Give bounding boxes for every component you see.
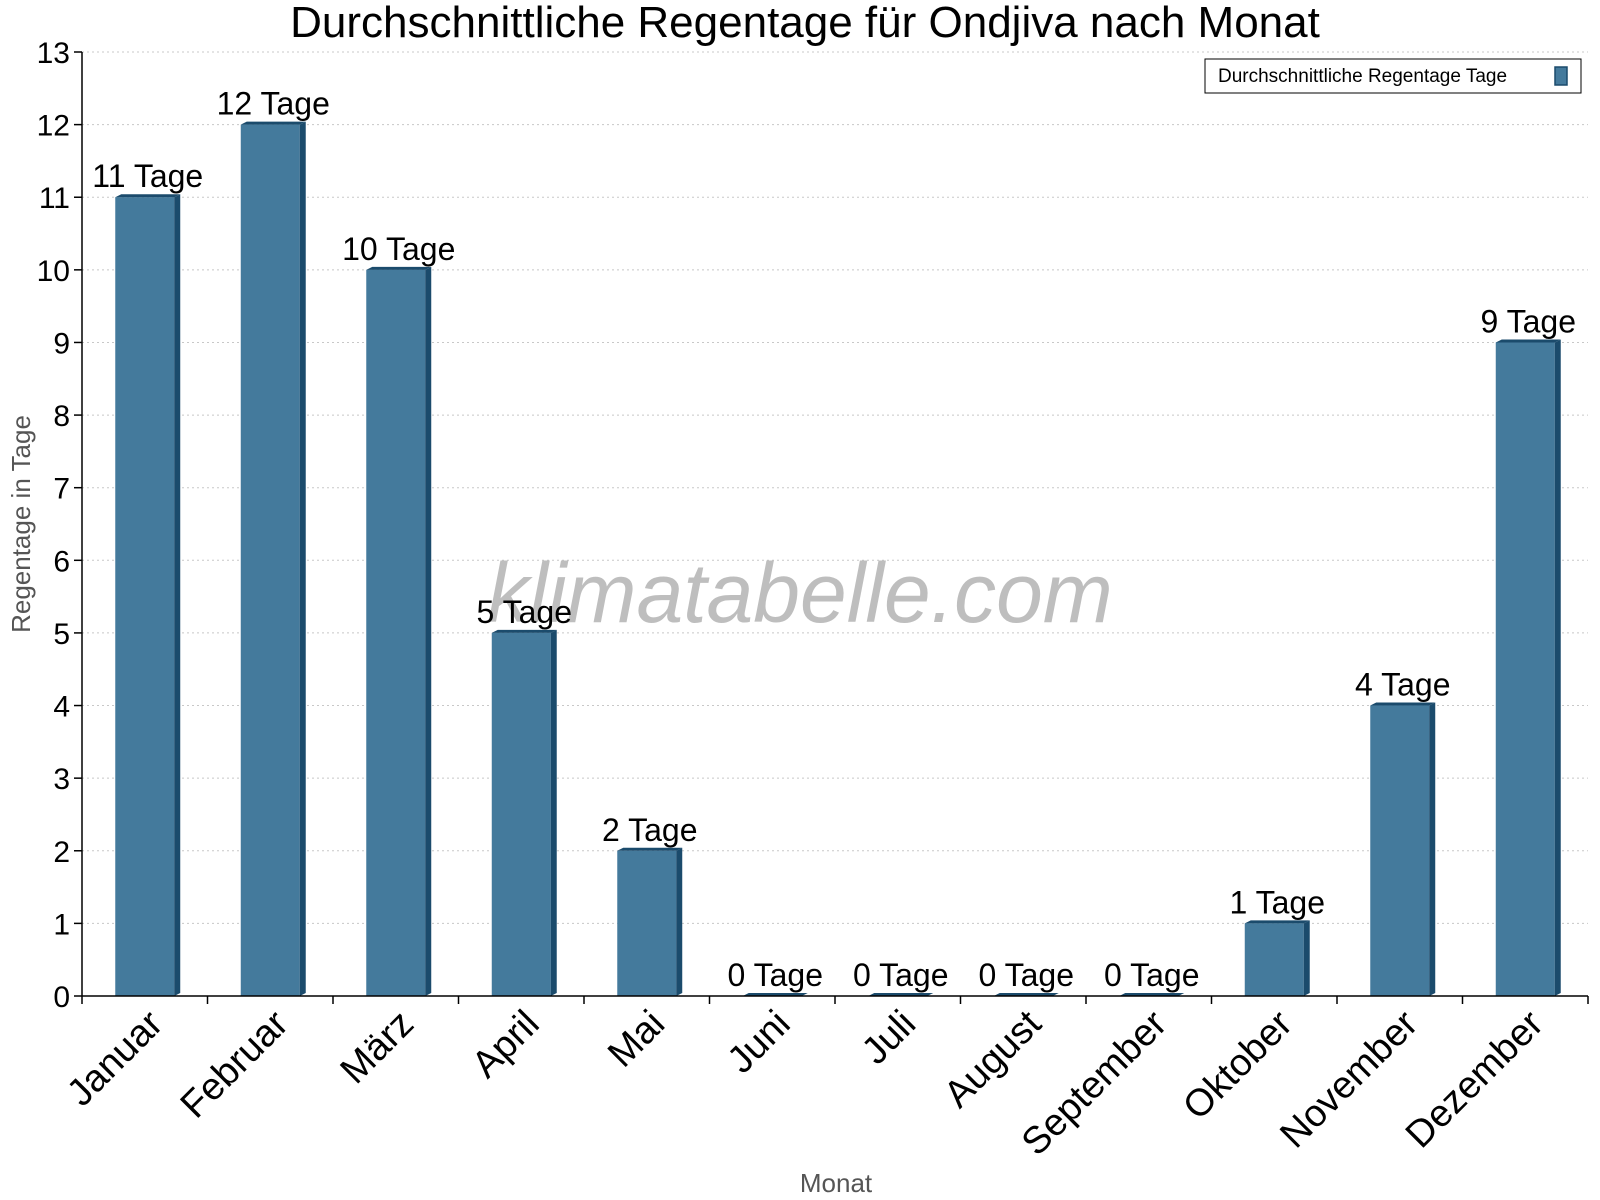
bar-front [366, 269, 426, 996]
bar [491, 629, 557, 996]
bar-front [617, 850, 677, 996]
bar [1495, 339, 1561, 996]
bar-top [240, 121, 306, 125]
bar-top [617, 847, 683, 851]
bar [115, 194, 181, 996]
data-label: 0 Tage [979, 957, 1075, 993]
bar-top [1495, 339, 1561, 343]
bar-top [491, 629, 557, 633]
grid-lines [82, 51, 1588, 924]
x-axis-label: Monat [800, 1168, 873, 1198]
y-tick-label: 11 [39, 182, 70, 215]
bar [1370, 702, 1436, 996]
chart-title: Durchschnittliche Regentage für Ondjiva … [290, 0, 1320, 47]
data-label: 0 Tage [1104, 957, 1200, 993]
y-tick-label: 9 [53, 327, 70, 360]
data-label: 0 Tage [728, 957, 824, 993]
data-label: 10 Tage [342, 231, 455, 267]
data-labels: 11 Tage 12 Tage 10 Tage 5 Tage 2 Tage 0 Tage 0… [92, 86, 1576, 993]
bar-front [491, 632, 551, 996]
y-tick-label: 5 [53, 618, 70, 651]
bars [115, 121, 1561, 997]
bar-side [1554, 339, 1561, 996]
y-tick-label: 7 [53, 473, 70, 506]
bar-side [174, 194, 181, 996]
legend: Durchschnittliche Regentage Tage [1204, 58, 1582, 94]
y-tick-label: 13 [37, 37, 70, 70]
x-tick-label: März [333, 1003, 422, 1092]
y-axis-label: Regentage in Tage [6, 415, 36, 633]
bar-front [1495, 342, 1555, 996]
data-label: 1 Tage [1230, 884, 1326, 920]
bar-side [1429, 702, 1436, 996]
x-tick-label: Mai [600, 1003, 673, 1076]
legend-swatch [1554, 66, 1568, 86]
x-tick-label: August [936, 1002, 1050, 1116]
x-tick-label: Oktober [1175, 1002, 1301, 1128]
data-label: 5 Tage [477, 594, 573, 630]
bar [240, 121, 306, 997]
x-axis-ticks: Januar Februar März April Mai Juni Juli AugustS… [59, 996, 1589, 1164]
bar-front [1370, 705, 1430, 996]
legend-box [1204, 58, 1582, 94]
bar-front [115, 197, 175, 996]
y-tick-label: 8 [53, 400, 70, 433]
bar-side [550, 629, 557, 996]
data-label: 4 Tage [1355, 667, 1451, 703]
bar-top [1370, 702, 1436, 706]
y-tick-label: 10 [37, 255, 70, 288]
bar-top [1244, 920, 1310, 924]
bar-top [366, 266, 432, 270]
bar-side [425, 266, 432, 996]
y-tick-label: 1 [53, 908, 70, 941]
bar [366, 266, 432, 996]
y-tick-label: 3 [53, 763, 70, 796]
bar-side [299, 121, 306, 997]
bar [1244, 920, 1310, 996]
data-label: 0 Tage [853, 957, 949, 993]
bar-side [676, 847, 683, 996]
legend-series-name: Durchschnittliche Regentage Tage [1218, 66, 1507, 87]
data-label: 12 Tage [217, 86, 330, 122]
watermark-text: klimatabelle.com [487, 546, 1113, 640]
y-tick-label: 0 [53, 981, 70, 1014]
bar-top [115, 194, 181, 198]
x-tick-label: Dezember [1398, 1002, 1552, 1156]
y-tick-label: 6 [53, 545, 70, 578]
data-label: 9 Tage [1481, 303, 1577, 339]
bar [617, 847, 683, 996]
x-tick-label: April [464, 1003, 547, 1086]
bar-front [240, 124, 300, 997]
x-tick-label: Juli [854, 1003, 924, 1073]
x-tick-label: Februar [173, 1002, 297, 1126]
y-tick-label: 12 [37, 110, 70, 143]
x-tick-label: Juni [720, 1003, 799, 1082]
data-label: 11 Tage [92, 158, 203, 194]
bar-front [1244, 923, 1304, 996]
bar-side [1303, 920, 1310, 996]
data-label: 2 Tage [602, 812, 698, 848]
y-tick-label: 4 [53, 691, 70, 724]
y-tick-label: 2 [53, 836, 70, 869]
x-tick-label: Januar [59, 1002, 171, 1114]
